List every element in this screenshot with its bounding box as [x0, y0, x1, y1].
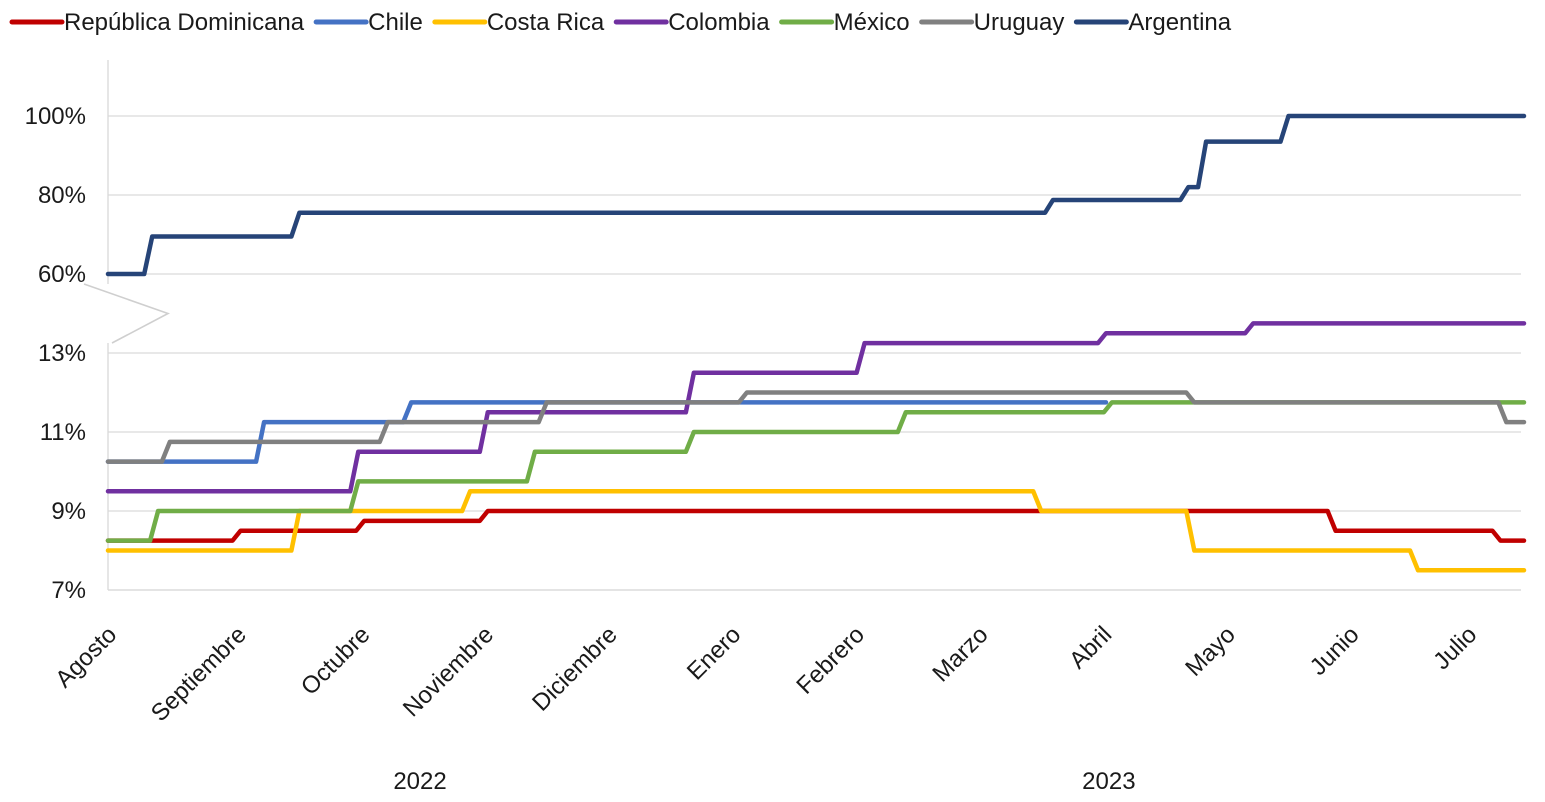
legend-item: México: [779, 9, 910, 36]
series-line: [105, 321, 1527, 494]
x-tick-label: Octubre: [296, 621, 375, 700]
legend-label: Costa Rica: [487, 9, 605, 36]
legend-label: Argentina: [1128, 9, 1231, 36]
x-tick-label: Febrero: [791, 621, 870, 700]
x-tick-label: Noviembre: [398, 621, 499, 722]
x-tick-label: Abril: [1064, 621, 1117, 674]
year-label: 2023: [1082, 768, 1135, 795]
axis-break-mask: [84, 284, 168, 343]
x-tick-label: Julio: [1428, 621, 1482, 675]
axis-break-marker: [83, 283, 170, 344]
x-tick-label: Marzo: [927, 621, 993, 687]
series-line: [105, 390, 1527, 464]
y-tick-label: 60%: [38, 261, 86, 288]
y-tick-label: 13%: [38, 340, 86, 367]
series-line: [105, 400, 1527, 543]
x-tick-label: Enero: [682, 621, 746, 685]
legend-label: Uruguay: [974, 9, 1065, 36]
y-tick-label: 11%: [40, 419, 86, 446]
y-tick-label: 100%: [25, 103, 86, 130]
y-tick-label: 7%: [51, 577, 86, 604]
legend-label: Colombia: [668, 9, 770, 36]
legend-label: México: [834, 9, 910, 36]
year-label: 2022: [393, 768, 446, 795]
x-tick-label: Diciembre: [527, 621, 622, 716]
legend-item: Costa Rica: [432, 9, 605, 36]
series-line: [105, 113, 1527, 277]
x-tick-label: Agosto: [50, 621, 122, 693]
x-tick-label: Mayo: [1180, 621, 1241, 682]
legend-item: Uruguay: [919, 9, 1065, 36]
legend-item: Argentina: [1073, 9, 1232, 36]
series-line: [105, 508, 1527, 543]
x-tick-label: Septiembre: [146, 621, 252, 727]
y-tick-label: 80%: [38, 182, 86, 209]
legend-item: República Dominicana: [9, 9, 305, 36]
legend-item: Chile: [313, 9, 423, 36]
x-tick-label: Junio: [1305, 621, 1365, 681]
legend-label: República Dominicana: [64, 9, 305, 36]
legend-item: Colombia: [613, 9, 770, 36]
y-tick-label: 9%: [51, 498, 86, 525]
legend-label: Chile: [368, 9, 423, 36]
